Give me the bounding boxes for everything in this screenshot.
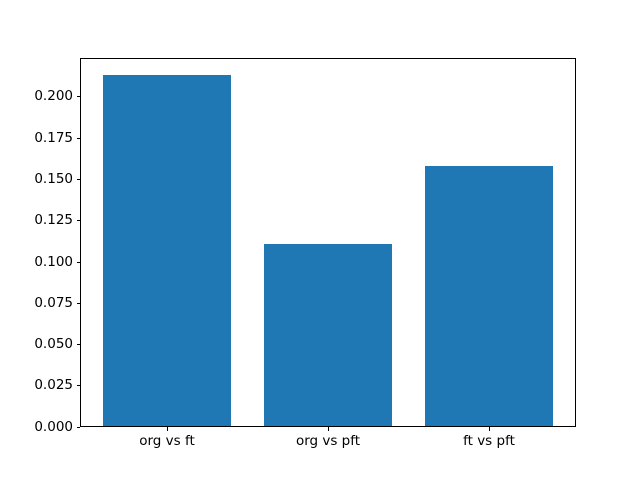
x-tick-mark (166, 427, 168, 431)
y-tick-label: 0.000 (34, 418, 73, 435)
bar-org-vs-pft (263, 243, 393, 428)
y-tick-mark (76, 261, 80, 263)
bar-org-vs-ft (102, 75, 232, 428)
y-tick-mark (76, 302, 80, 304)
y-tick-label: 0.125 (34, 212, 73, 229)
y-tick-label: 0.100 (34, 253, 73, 270)
x-tick-label-ft-vs-pft: ft vs pft (463, 433, 515, 450)
y-tick-label: 0.050 (34, 336, 73, 353)
y-tick-label: 0.175 (34, 129, 73, 146)
y-tick-mark (76, 426, 80, 428)
y-tick-label: 0.150 (34, 170, 73, 187)
y-tick-label: 0.075 (34, 294, 73, 311)
y-tick-mark (76, 137, 80, 139)
y-tick-mark (76, 220, 80, 222)
y-tick-label: 0.200 (34, 88, 73, 105)
y-tick-mark (76, 96, 80, 98)
y-tick-label: 0.025 (34, 377, 73, 394)
y-tick-mark (76, 385, 80, 387)
x-tick-mark (327, 427, 329, 431)
y-tick-mark (76, 178, 80, 180)
x-tick-label-org-vs-ft: org vs ft (139, 433, 195, 450)
y-tick-mark (76, 344, 80, 346)
x-tick-mark (488, 427, 490, 431)
x-tick-label-org-vs-pft: org vs pft (295, 433, 361, 450)
bar-ft-vs-pft (424, 166, 554, 428)
